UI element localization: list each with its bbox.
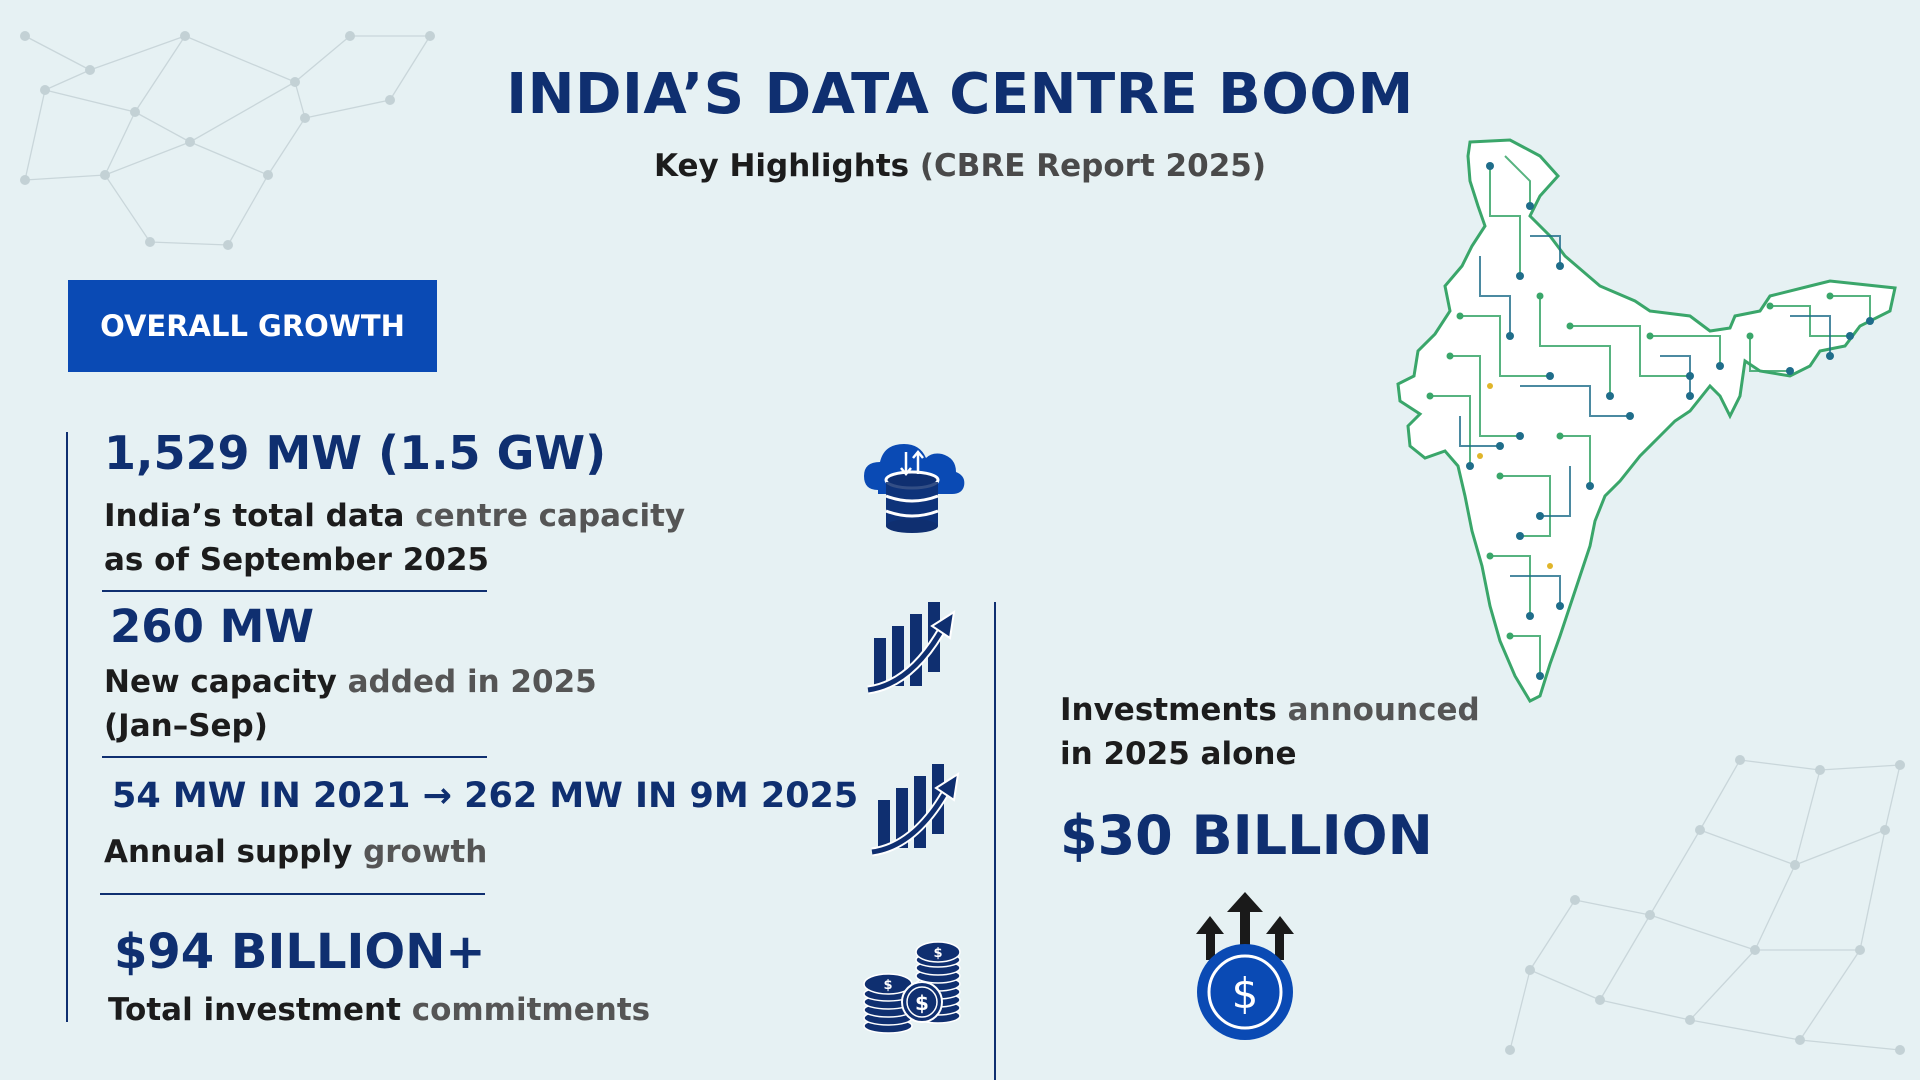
svg-text:$: $ [883, 978, 892, 993]
svg-text:$: $ [1232, 969, 1259, 1018]
network-pattern-bottom-right [1505, 755, 1905, 1055]
cloud-database-icon [864, 444, 965, 533]
metric-desc-annual-supply: Annual supply growth [104, 830, 487, 874]
svg-text:$: $ [915, 991, 929, 1015]
metric-desc-total-investment: Total investment commitments [108, 988, 650, 1032]
investment-value: $30 BILLION [1060, 804, 1433, 867]
left-vertical-rule [66, 432, 68, 1022]
desc-text: Annual supply [104, 834, 364, 870]
desc-text-muted: growth [363, 834, 488, 870]
desc-text: (Jan–Sep) [104, 708, 268, 744]
india-circuit-map-icon [1396, 138, 1897, 703]
metric-divider [102, 590, 487, 592]
page-title: INDIA’S DATA CENTRE BOOM [506, 62, 1414, 127]
investment-desc: Investments announced in 2025 alone [1060, 688, 1480, 776]
metric-desc-total-capacity: India’s total data centre capacity as of… [104, 494, 685, 582]
coin-stacks-icon: $ $ $ [863, 941, 961, 1034]
desc-text-muted: announced [1287, 692, 1480, 728]
metric-value-annual-supply: 54 MW IN 2021 → 262 MW IN 9M 2025 [112, 776, 859, 816]
desc-text-muted: commitments [411, 992, 651, 1028]
network-pattern-top-left [20, 31, 435, 250]
growth-bar-chart-icon [871, 764, 960, 857]
metric-value-total-capacity: 1,529 MW (1.5 GW) [104, 426, 607, 480]
metric-desc-new-capacity: New capacity added in 2025 (Jan–Sep) [104, 660, 597, 748]
desc-text-muted: centre capacity [415, 498, 686, 534]
desc-text: New capacity [104, 664, 348, 700]
desc-text: as of September 2025 [104, 542, 490, 578]
subtitle-highlights: Key Highlights [653, 148, 910, 184]
center-vertical-divider [994, 602, 996, 1080]
desc-text: India’s total data [104, 498, 416, 534]
metric-divider [100, 893, 485, 895]
metric-divider [102, 756, 487, 758]
metric-value-total-investment: $94 BILLION+ [114, 924, 486, 980]
growth-bar-chart-icon [867, 602, 956, 695]
desc-text: Total investment [108, 992, 412, 1028]
svg-text:$: $ [933, 946, 942, 961]
desc-text: Investments [1060, 692, 1288, 728]
metric-value-new-capacity: 260 MW [110, 600, 315, 653]
dollar-coin-arrows-icon: $ [1196, 892, 1294, 1040]
subtitle-source: (CBRE Report 2025) [919, 148, 1267, 184]
page-subtitle: Key Highlights (CBRE Report 2025) [0, 148, 1920, 184]
desc-text: in 2025 alone [1060, 736, 1297, 772]
desc-text-muted: added in 2025 [347, 664, 597, 700]
section-badge-overall-growth: OVERALL GROWTH [68, 280, 437, 372]
